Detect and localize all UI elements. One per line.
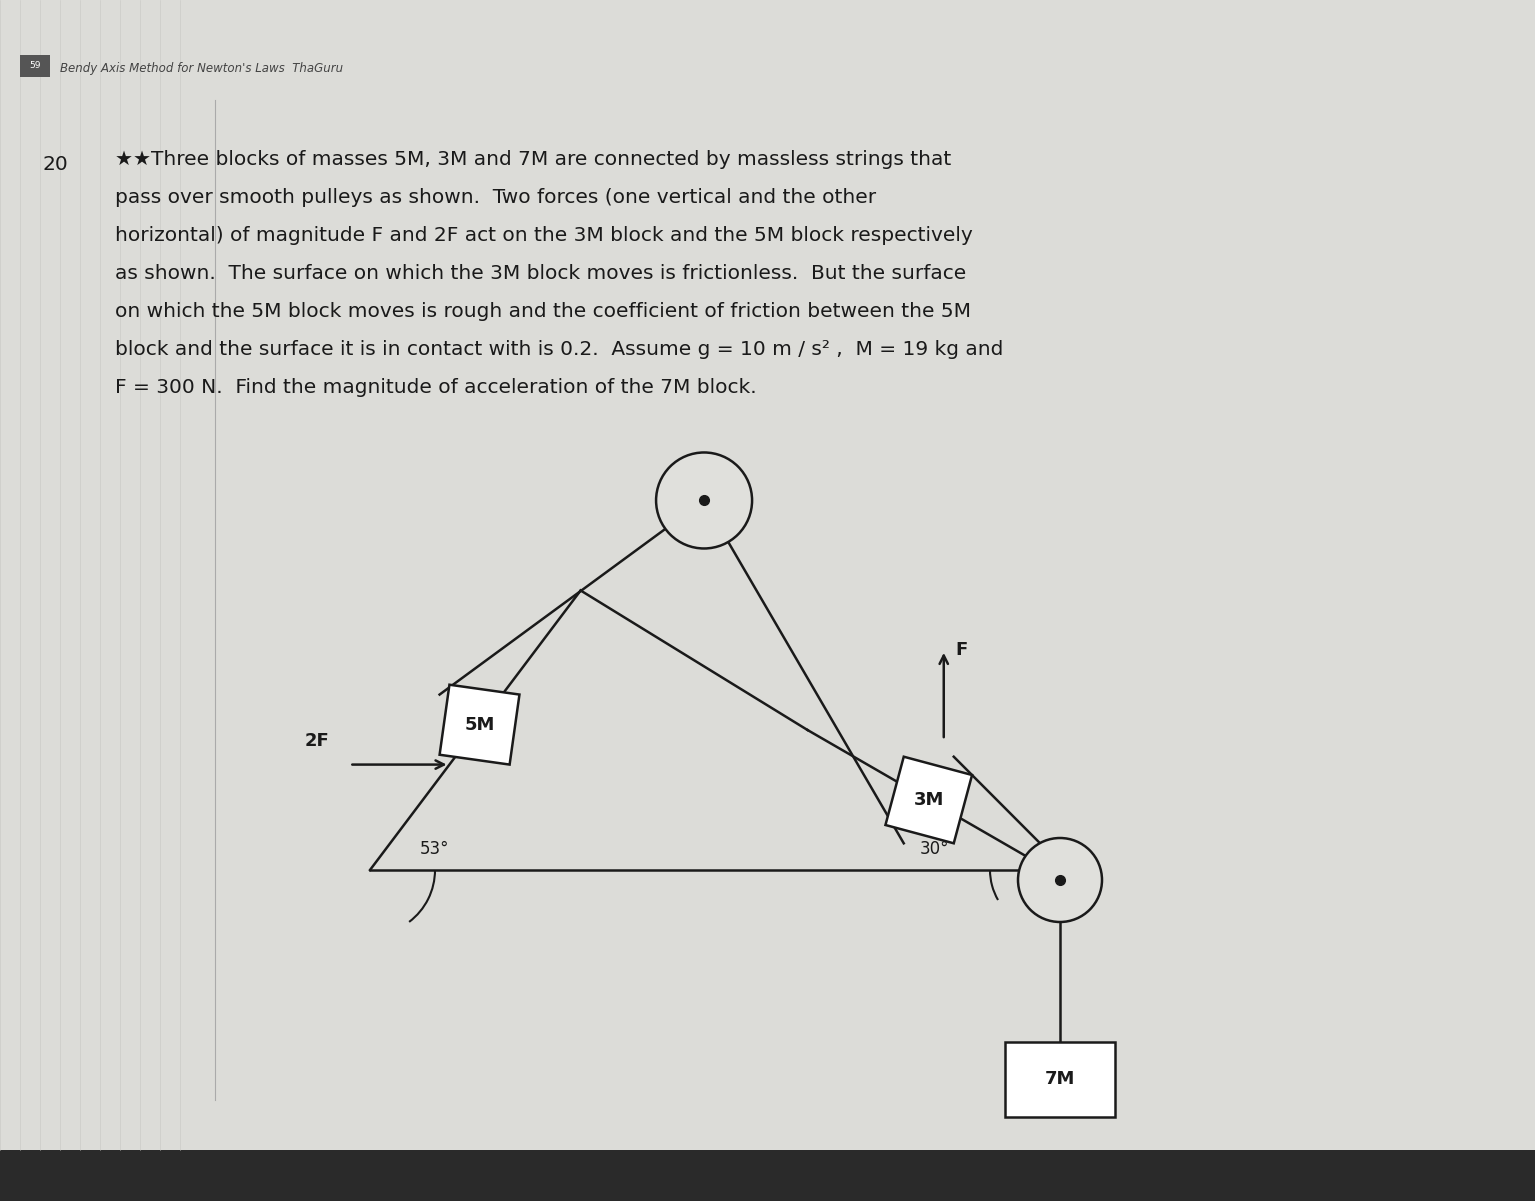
Text: 2F: 2F (304, 731, 330, 749)
Polygon shape (886, 757, 972, 843)
Circle shape (655, 453, 752, 549)
Bar (1005, 1042, 1114, 1117)
Bar (20, 55, 51, 77)
Text: block and the surface it is in contact with is 0.2.  Assume g = 10 m / s² ,  M =: block and the surface it is in contact w… (115, 340, 1004, 359)
Text: F: F (956, 641, 969, 659)
Text: 7M: 7M (1045, 1070, 1074, 1088)
Text: 59: 59 (29, 61, 41, 71)
Text: on which the 5M block moves is rough and the coefficient of friction between the: on which the 5M block moves is rough and… (115, 301, 972, 321)
Circle shape (1018, 838, 1102, 922)
Text: 30°: 30° (919, 839, 950, 858)
Polygon shape (439, 685, 519, 765)
Text: Bendy Axis Method for Newton's Laws  ThaGuru: Bendy Axis Method for Newton's Laws ThaG… (60, 62, 344, 74)
Text: ★★Three blocks of masses 5M, 3M and 7M are connected by massless strings that: ★★Three blocks of masses 5M, 3M and 7M a… (115, 150, 952, 169)
Text: as shown.  The surface on which the 3M block moves is frictionless.  But the sur: as shown. The surface on which the 3M bl… (115, 264, 966, 283)
Text: F = 300 N.  Find the magnitude of acceleration of the 7M block.: F = 300 N. Find the magnitude of acceler… (115, 378, 757, 398)
Text: pass over smooth pulleys as shown.  Two forces (one vertical and the other: pass over smooth pulleys as shown. Two f… (115, 189, 876, 207)
Bar (0, 1151, 1535, 1201)
Text: 3M: 3M (913, 791, 944, 809)
Text: 53°: 53° (421, 839, 450, 858)
Text: horizontal) of magnitude F and 2F act on the 3M block and the 5M block respectiv: horizontal) of magnitude F and 2F act on… (115, 226, 973, 245)
Text: 20: 20 (41, 155, 68, 174)
Text: 5M: 5M (465, 716, 494, 734)
